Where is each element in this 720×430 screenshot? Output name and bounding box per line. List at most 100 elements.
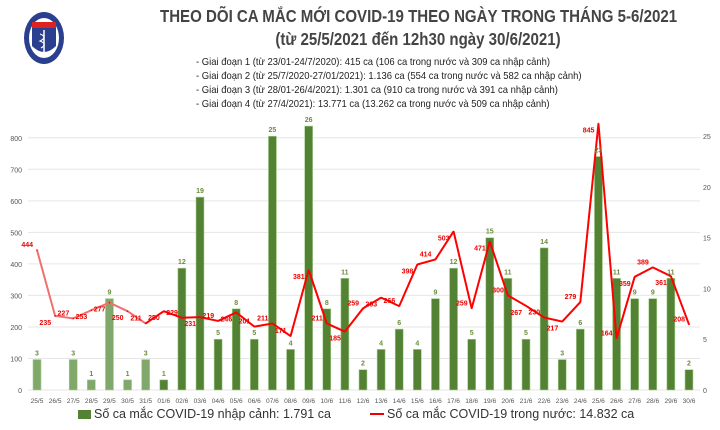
bar-data-label: 2 [687, 361, 691, 368]
bar-imported [87, 379, 96, 391]
line-data-label: 381 [293, 274, 305, 281]
x-axis-tick-label: 03/6 [194, 398, 207, 405]
right-axis-tick-label: 10 [703, 286, 711, 293]
bar-imported [250, 338, 259, 391]
x-axis-tick-label: 23/6 [556, 398, 569, 405]
line-point-domestic [488, 240, 491, 243]
line-data-label: 217 [547, 326, 559, 333]
x-axis-tick-label: 27/5 [67, 398, 80, 405]
x-axis-tick-label: 25/6 [592, 398, 605, 405]
line-segment-domestic [199, 316, 219, 322]
bar-imported [304, 125, 313, 391]
bar-imported [159, 379, 169, 391]
line-data-label: 211 [257, 315, 268, 322]
line-data-label: 503 [438, 235, 450, 242]
line-segment-domestic [597, 123, 618, 339]
line-point-domestic [597, 122, 600, 125]
line-segment-domestic [380, 296, 400, 308]
bar-data-label: 11 [341, 269, 349, 276]
right-axis-tick-label: 20 [703, 185, 711, 192]
line-segment-domestic [344, 307, 364, 333]
line-point-domestic [561, 320, 564, 323]
line-data-label: 845 [583, 128, 595, 135]
x-axis-tick-label: 28/5 [85, 398, 98, 405]
x-axis-tick-label: 01/6 [157, 398, 170, 405]
line-point-domestic [54, 315, 56, 317]
line-data-label: 219 [202, 313, 214, 320]
line-segment-domestic [470, 241, 491, 309]
line-data-label: 361 [655, 280, 667, 287]
left-axis-tick-label: 100 [10, 356, 22, 363]
x-axis-tick-label: 06/6 [248, 398, 261, 405]
left-axis-tick-label: 200 [10, 325, 22, 332]
bar-data-label: 5 [470, 330, 474, 337]
bar-data-label: 3 [560, 351, 564, 358]
x-axis-tick-label: 30/6 [683, 398, 696, 405]
line-point-domestic [452, 230, 455, 233]
bar-imported [213, 338, 223, 391]
x-axis-tick-label: 08/6 [284, 398, 297, 405]
x-axis-tick-label: 04/6 [212, 398, 225, 405]
line-point-domestic [543, 316, 545, 319]
line-segment-domestic [362, 296, 382, 310]
line-segment-domestic [507, 294, 527, 307]
line-data-label: 267 [510, 310, 522, 317]
x-axis-tick-label: 21/6 [520, 398, 533, 405]
line-data-label: 246 [221, 316, 233, 323]
phase-notes: - Giai đoạn 1 (từ 23/01-24/7/2020): 415 … [196, 55, 624, 111]
bar-imported [376, 349, 386, 391]
bar-imported [123, 379, 132, 391]
line-data-label: 277 [94, 307, 106, 314]
phase-note: - Giai đoạn 2 (từ 25/7/2020-27/01/2021):… [196, 70, 582, 82]
bar-imported [449, 267, 458, 391]
line-point-domestic [144, 322, 147, 325]
bar-imported [594, 156, 603, 391]
x-axis-tick-label: 18/6 [465, 398, 478, 405]
bar-imported [358, 369, 368, 391]
bar-imported [648, 298, 658, 391]
line-point-domestic [670, 275, 672, 277]
bar-data-label: 6 [578, 320, 582, 327]
line-data-label: 414 [420, 251, 432, 258]
bar-data-label: 3 [144, 351, 148, 358]
left-axis-tick-label: 700 [10, 167, 22, 174]
bar-data-label: 4 [379, 340, 383, 347]
line-segment-domestic [109, 301, 128, 313]
line-data-label: 471 [474, 245, 486, 252]
line-segment-domestic [289, 269, 310, 337]
line-point-domestic [507, 294, 509, 297]
bar-imported [576, 328, 585, 391]
line-segment-domestic [307, 269, 328, 324]
legend-label-domestic: Số ca mắc COVID-19 trong nước: 14.832 ca [387, 407, 635, 421]
line-data-label: 253 [76, 314, 88, 321]
phase-note: - Giai đoạn 3 (từ 28/01-26/4/2021): 1.30… [196, 84, 558, 96]
line-data-label: 164 [601, 330, 613, 337]
line-segment-domestic [452, 231, 473, 309]
line-data-label: 398 [402, 269, 414, 276]
line-data-label: 227 [58, 310, 70, 317]
line-segment-domestic [579, 123, 600, 303]
line-segment-domestic [36, 249, 57, 317]
line-point-domestic [470, 307, 473, 310]
line-segment-domestic [669, 275, 690, 325]
left-axis-tick-label: 800 [10, 136, 22, 143]
bar-data-label: 14 [540, 239, 548, 246]
line-point-domestic [108, 301, 111, 304]
bar-data-label: 8 [234, 300, 238, 307]
line-data-label: 259 [456, 300, 468, 307]
bar-imported [503, 278, 513, 391]
x-axis-tick-label: 31/5 [139, 398, 152, 405]
bar-imported [105, 298, 114, 391]
line-data-label: 211 [311, 315, 322, 322]
bar-data-label: 6 [397, 320, 401, 327]
line-data-label: 250 [148, 315, 160, 322]
line-point-domestic [235, 311, 238, 314]
bar-data-label: 11 [667, 269, 675, 276]
bar-data-label: 23 [595, 148, 603, 155]
bar-data-label: 12 [450, 259, 458, 266]
line-segment-domestic [561, 301, 582, 323]
right-axis-tick-label: 0 [703, 388, 707, 395]
x-axis-tick-label: 24/6 [574, 398, 587, 405]
bar-data-label: 8 [325, 300, 329, 307]
